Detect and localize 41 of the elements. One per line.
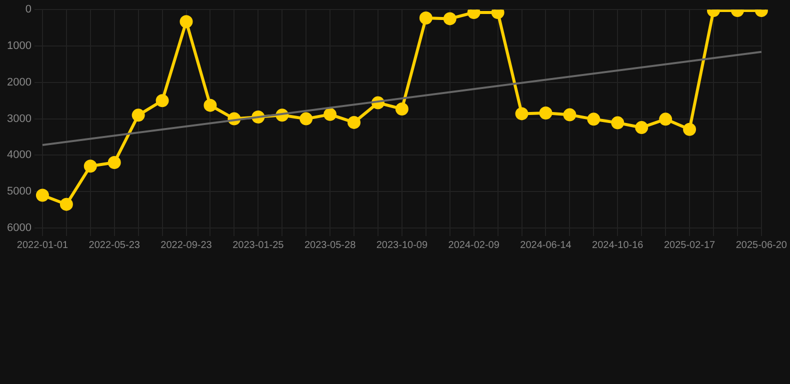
point bbox=[563, 108, 576, 122]
x-tick-label: 2023-01-25 bbox=[232, 240, 284, 251]
point bbox=[611, 116, 624, 130]
y-tick-label: 4000 bbox=[6, 149, 32, 162]
point bbox=[587, 112, 600, 126]
point bbox=[204, 98, 217, 112]
x-tick-label: 2022-01-01 bbox=[16, 240, 68, 251]
point bbox=[324, 108, 337, 121]
point bbox=[156, 94, 169, 108]
point bbox=[132, 108, 145, 122]
point bbox=[635, 121, 648, 134]
point bbox=[348, 116, 361, 129]
x-tick-label: 2024-06-14 bbox=[520, 240, 572, 251]
point bbox=[491, 10, 504, 20]
point bbox=[84, 160, 97, 173]
point bbox=[515, 107, 528, 120]
point bbox=[60, 198, 73, 211]
point bbox=[108, 156, 121, 169]
x-tick-label: 2023-05-28 bbox=[304, 240, 356, 251]
x-tick-label: 2024-02-09 bbox=[448, 240, 500, 251]
x-tick-label: 2022-05-23 bbox=[88, 240, 140, 251]
point bbox=[539, 106, 552, 120]
point bbox=[683, 122, 696, 136]
point bbox=[395, 102, 408, 116]
x-tick-label: 2024-10-16 bbox=[592, 240, 644, 251]
point bbox=[443, 12, 456, 26]
y-tick-label: 2000 bbox=[6, 76, 32, 88]
y-tick-label: 3000 bbox=[6, 112, 32, 125]
y-tick-label: 5000 bbox=[6, 186, 32, 198]
y-tick-label: 6000 bbox=[6, 222, 32, 234]
x-tick-label: 2023-10-09 bbox=[376, 240, 428, 251]
point bbox=[419, 11, 432, 24]
y-tick-label: 0 bbox=[25, 4, 32, 16]
x-tick-label: 2025-06-20 bbox=[736, 240, 788, 251]
x-tick-label: 2022-09-23 bbox=[160, 240, 212, 251]
point bbox=[467, 10, 480, 20]
point bbox=[300, 112, 313, 126]
point bbox=[180, 15, 193, 28]
x-tick-label: 2025-02-17 bbox=[664, 240, 716, 251]
point bbox=[659, 112, 672, 126]
y-tick-label: 1000 bbox=[6, 40, 32, 52]
